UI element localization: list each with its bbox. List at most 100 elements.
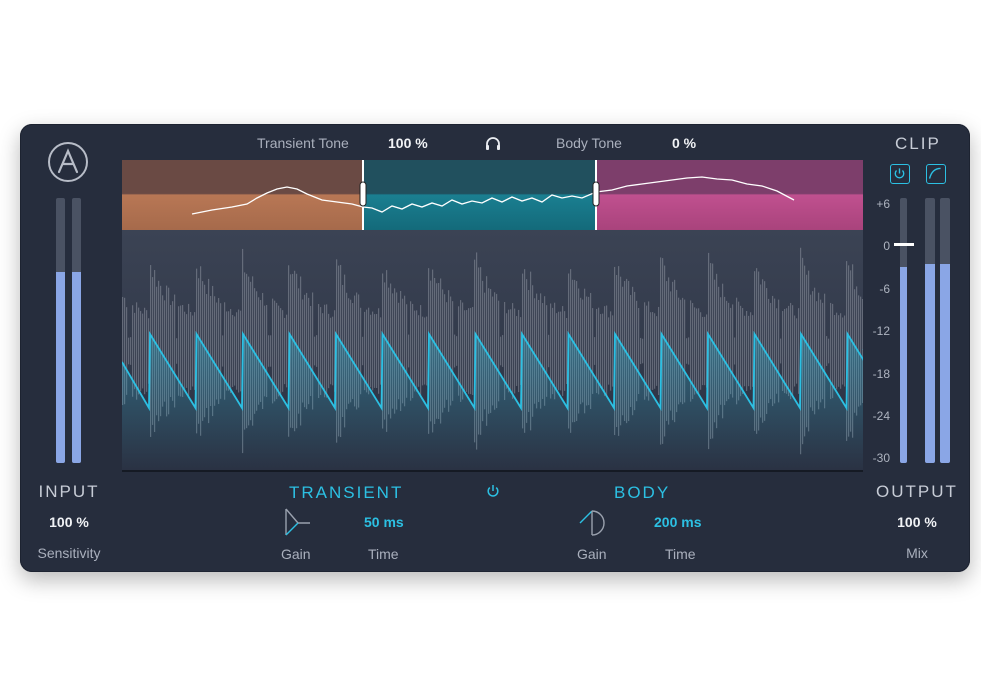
waveform-bar	[418, 315, 420, 387]
envelope-line	[122, 330, 863, 412]
waveform-bar	[448, 290, 450, 412]
waveform-bar	[458, 306, 460, 396]
waveform-bar	[596, 308, 598, 394]
transient-gain-knob-icon[interactable]	[284, 507, 312, 537]
tone-bands[interactable]	[122, 160, 863, 230]
output-meter-right-level	[940, 264, 950, 463]
waveform-bar	[674, 279, 676, 423]
waveform-bar	[356, 292, 358, 410]
waveform-bar	[354, 295, 356, 407]
input-meter-right	[72, 198, 81, 463]
waveform-bar	[184, 311, 186, 391]
power-icon[interactable]	[485, 483, 501, 499]
headphones-icon[interactable]	[484, 136, 502, 152]
input-meter-right-level	[72, 272, 81, 463]
waveform-bar	[644, 302, 646, 400]
waveform-bar	[686, 338, 688, 364]
waveform-bar	[556, 313, 558, 389]
body-time-value[interactable]: 200 ms	[654, 514, 702, 530]
waveform-bar	[320, 307, 322, 395]
waveform-bar	[360, 307, 362, 395]
body-tone-value[interactable]: 0 %	[672, 135, 697, 151]
waveform-bar	[534, 298, 536, 404]
waveform-bar	[630, 294, 632, 408]
waveform-bar	[258, 297, 260, 405]
waveform-bar	[542, 303, 544, 399]
input-value[interactable]: 100 %	[49, 514, 89, 530]
waveform-bar	[260, 300, 262, 402]
waveform-bar	[520, 317, 522, 385]
waveform-bar	[552, 307, 554, 395]
waveform-bar	[222, 335, 224, 367]
waveform-bar	[604, 306, 606, 396]
split-handle-1[interactable]	[359, 181, 367, 207]
low-band[interactable]	[122, 160, 363, 230]
waveform-bar	[814, 287, 816, 415]
waveform-bar	[790, 302, 792, 400]
waveform-bar	[400, 290, 402, 412]
waveform-bar	[380, 317, 382, 385]
clip-threshold-handle[interactable]	[894, 243, 914, 246]
waveform-bar	[748, 315, 750, 387]
waveform-bar	[178, 306, 180, 396]
waveform-bar	[162, 295, 164, 407]
waveform-bar	[142, 313, 144, 389]
waveform-bar	[512, 303, 514, 399]
waveform-bar	[700, 312, 702, 390]
waveform-bar	[224, 302, 226, 400]
waveform-bar	[284, 317, 286, 385]
waveform-bar	[232, 315, 234, 387]
waveform-bar	[546, 305, 548, 397]
clip-label: CLIP	[895, 134, 941, 153]
clip-curve-button[interactable]	[926, 164, 946, 184]
waveform-bar	[368, 307, 370, 395]
body-gain-knob-icon[interactable]	[578, 507, 606, 539]
high-band[interactable]	[596, 160, 863, 230]
waveform-bar	[560, 311, 562, 391]
transient-tone-value[interactable]: 100 %	[388, 135, 428, 151]
waveform-bar	[412, 303, 414, 399]
waveform-bar	[628, 280, 630, 422]
split-handle-2[interactable]	[592, 181, 600, 207]
waveform-bar	[456, 336, 458, 366]
waveform-bar	[750, 312, 752, 390]
db-tick-minus30: -30	[872, 451, 890, 465]
waveform-bar	[540, 293, 542, 409]
waveform-bar	[736, 297, 738, 405]
waveform-bar	[744, 315, 746, 387]
waveform-bar	[454, 334, 456, 368]
waveform-bar	[516, 316, 518, 386]
waveform-bar	[590, 292, 592, 410]
waveform-display	[122, 230, 863, 472]
transient-gain-label: Gain	[281, 546, 311, 562]
waveform-bar	[426, 316, 428, 386]
waveform-bar	[838, 315, 840, 387]
waveform-bar	[186, 314, 188, 388]
waveform-bar	[822, 302, 824, 400]
transient-time-value[interactable]: 50 ms	[364, 514, 404, 530]
waveform-bar	[586, 296, 588, 406]
waveform-bar	[830, 302, 832, 400]
spectrum-line	[191, 176, 795, 215]
waveform-bar	[332, 316, 334, 386]
waveform-bar	[314, 336, 316, 366]
waveform-bar	[742, 308, 744, 394]
waveform-bar	[862, 298, 863, 404]
waveform-bar	[602, 313, 604, 389]
clip-power-button[interactable]	[890, 164, 910, 184]
mix-value[interactable]: 100 %	[897, 514, 937, 530]
waveform-bar	[176, 338, 178, 364]
curve-icon	[928, 167, 941, 179]
waveform-bar	[322, 313, 324, 389]
waveform-bar	[766, 288, 768, 414]
waveform-bar	[274, 300, 276, 402]
output-meter-left	[925, 198, 935, 463]
waveform-bar	[778, 299, 780, 403]
waveform-bar	[722, 283, 724, 419]
waveform-bar	[374, 314, 376, 388]
waveform-bar	[634, 291, 636, 411]
transient-tone-label: Transient Tone	[257, 135, 349, 151]
mid-band[interactable]	[363, 160, 596, 230]
waveform-bar	[752, 315, 754, 387]
waveform-bar	[398, 302, 400, 400]
